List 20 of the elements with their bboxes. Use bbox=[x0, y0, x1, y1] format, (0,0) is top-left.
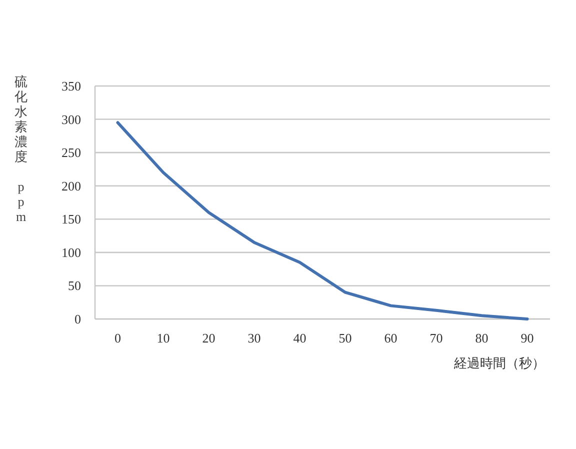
y-tick-label: 250 bbox=[62, 145, 81, 160]
y-tick-label: 150 bbox=[62, 212, 81, 227]
x-tick-label: 80 bbox=[475, 330, 488, 346]
x-tick-label: 50 bbox=[338, 330, 352, 346]
x-tick-label: 60 bbox=[384, 330, 398, 346]
x-tick-label: 0 bbox=[114, 330, 121, 346]
x-tick-label: 90 bbox=[520, 330, 534, 346]
x-tick-label: 10 bbox=[156, 330, 170, 346]
x-tick-label: 70 bbox=[430, 330, 443, 346]
y-tick-label: 200 bbox=[62, 178, 81, 194]
y-tick-label: 50 bbox=[68, 278, 81, 294]
y-tick-label: 0 bbox=[74, 312, 81, 326]
x-axis-title: 経過時間（秒） bbox=[453, 356, 545, 370]
x-tick-label: 40 bbox=[293, 330, 306, 346]
text: 硫化水素濃度 ppm bbox=[14, 74, 28, 224]
x-tick-label: 30 bbox=[248, 330, 261, 346]
x-tick-label: 20 bbox=[202, 330, 216, 346]
y-tick-label: 100 bbox=[62, 244, 81, 260]
y-tick-label: 300 bbox=[62, 112, 81, 127]
y-tick-label: 350 bbox=[62, 78, 81, 94]
